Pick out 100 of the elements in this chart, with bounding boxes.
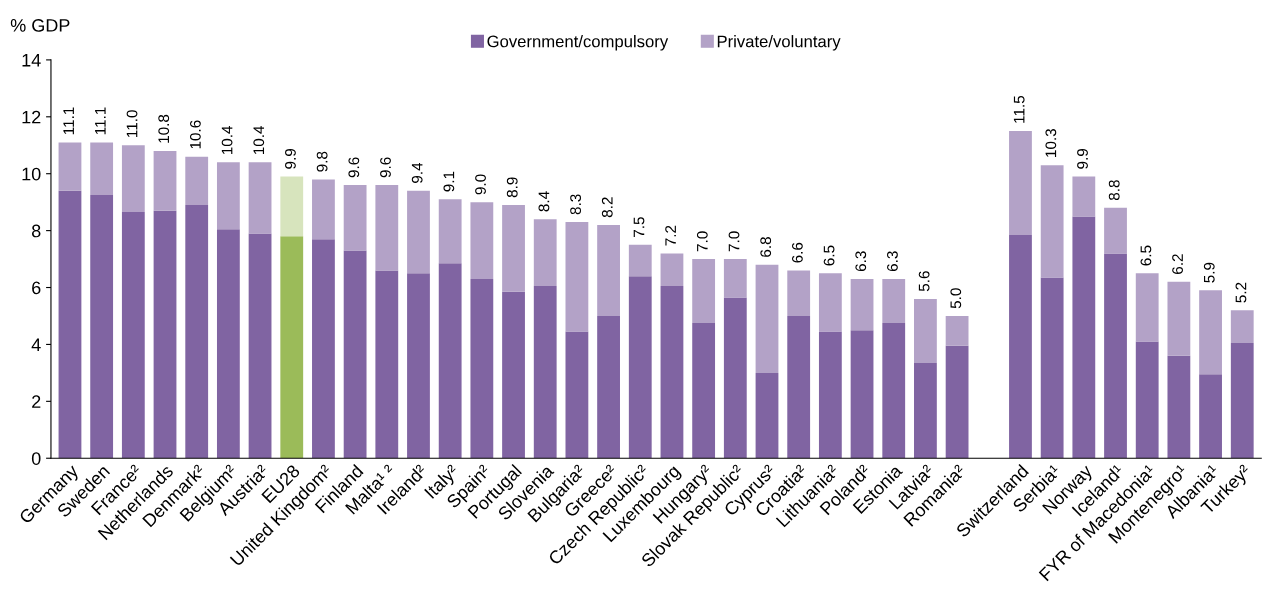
total-label: 10.8 — [158, 114, 170, 143]
total-label: 9.6 — [380, 157, 391, 178]
total-label: 7.5 — [633, 217, 645, 237]
bar — [407, 273, 430, 459]
bar — [438, 263, 462, 459]
bar — [565, 331, 589, 459]
y-tick-label: 4 — [31, 338, 41, 351]
bar — [470, 202, 494, 279]
bar — [248, 162, 272, 234]
total-label: 8.8 — [1108, 180, 1120, 201]
bar — [628, 244, 652, 277]
bar — [1072, 176, 1096, 217]
total-label: 11.0 — [126, 110, 138, 137]
total-label: 5.9 — [1203, 262, 1215, 283]
bar — [407, 190, 430, 274]
legend-label: Government/compulsory — [487, 35, 669, 51]
total-label: 7.0 — [728, 231, 740, 252]
total-label: 6.5 — [823, 245, 835, 266]
bar — [597, 315, 620, 459]
y-axis-title: % GDP — [10, 19, 70, 32]
total-label: 6.5 — [1140, 245, 1152, 266]
bar — [565, 222, 589, 332]
total-label: 11.1 — [63, 107, 74, 135]
total-label: 11.5 — [1013, 95, 1025, 123]
total-label: 9.6 — [348, 157, 360, 178]
bar — [90, 195, 114, 459]
bar — [58, 142, 82, 191]
total-label: 6.6 — [791, 242, 803, 263]
bar — [312, 179, 335, 240]
bar — [121, 145, 145, 213]
bar — [692, 323, 716, 459]
bar — [121, 212, 145, 459]
bar — [312, 239, 335, 459]
bar — [723, 259, 747, 298]
total-label: 6.8 — [760, 237, 772, 257]
bar — [502, 205, 525, 292]
bar — [375, 185, 399, 271]
bar — [1104, 207, 1127, 254]
y-tick-label: 0 — [31, 452, 41, 465]
bar — [945, 345, 969, 459]
bar — [153, 150, 177, 211]
total-label: 10.4 — [221, 125, 233, 155]
total-label: 6.2 — [1172, 254, 1183, 274]
bar — [343, 185, 367, 251]
bar — [723, 297, 747, 459]
total-label: 9.9 — [1077, 148, 1088, 169]
bar — [533, 286, 557, 459]
bar — [185, 205, 209, 459]
bar — [945, 315, 969, 346]
bar — [1040, 277, 1064, 459]
bar — [185, 156, 209, 206]
bar — [1104, 253, 1127, 459]
y-tick-label: 14 — [22, 54, 41, 67]
bar — [343, 250, 367, 459]
y-tick-label: 2 — [32, 395, 41, 408]
bar — [90, 142, 114, 196]
total-label: 10.6 — [189, 120, 201, 149]
bar — [280, 236, 304, 459]
total-label: 10.3 — [1045, 129, 1057, 157]
bar — [628, 276, 652, 459]
bar — [248, 233, 272, 459]
bar — [1167, 281, 1191, 356]
total-label: 9.0 — [475, 174, 486, 195]
total-label: 9.4 — [411, 162, 423, 183]
bar — [660, 253, 684, 287]
bar — [1072, 216, 1096, 459]
total-label: 9.1 — [443, 171, 455, 192]
bar — [882, 323, 906, 459]
bar — [818, 273, 842, 332]
bar — [375, 270, 399, 459]
y-tick-label: 10 — [22, 167, 41, 181]
bar — [597, 224, 620, 316]
bar — [502, 291, 525, 459]
bar — [1040, 165, 1064, 278]
bar — [216, 162, 240, 230]
bar — [1167, 355, 1191, 459]
total-label: 5.0 — [950, 288, 962, 309]
bar — [660, 286, 684, 459]
bar — [755, 372, 779, 459]
bar — [818, 331, 842, 459]
total-label: 8.2 — [601, 197, 613, 218]
bar — [692, 259, 716, 324]
total-label: 7.0 — [696, 231, 708, 252]
total-label: 8.9 — [506, 177, 518, 198]
y-tick-label: 8 — [31, 224, 41, 238]
total-label: 6.3 — [855, 251, 867, 272]
bar — [216, 229, 240, 459]
bar — [1135, 341, 1159, 459]
y-tick-label: 6 — [32, 281, 41, 295]
bar — [1009, 234, 1032, 459]
bar — [1199, 290, 1222, 375]
bar — [1009, 131, 1032, 235]
total-label: 5.6 — [918, 271, 930, 292]
total-label: 9.9 — [285, 148, 296, 169]
total-label: 7.2 — [665, 225, 676, 246]
legend-label: Private/voluntary — [717, 35, 841, 51]
bar — [438, 199, 462, 264]
bar — [914, 362, 937, 459]
total-label: 8.4 — [538, 191, 550, 212]
bar — [280, 176, 304, 237]
